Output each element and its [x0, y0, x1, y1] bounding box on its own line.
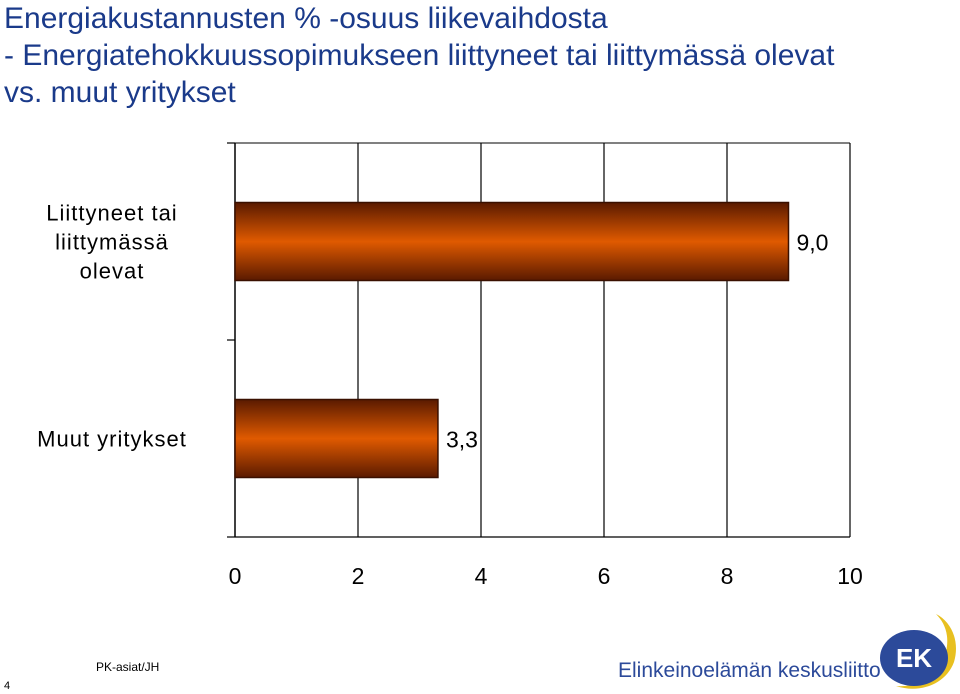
page-number: 4: [4, 680, 11, 692]
title-line-3: vs. muut yritykset: [4, 76, 236, 109]
bar: [234, 201, 790, 282]
bar: [234, 398, 439, 479]
bars: [234, 201, 790, 479]
x-tick-label: 0: [229, 563, 242, 589]
category-label: Muut yritykset: [37, 427, 187, 452]
title-line-1: Energiakustannusten % -osuus liikevaihdo…: [4, 2, 608, 35]
x-tick-label: 6: [598, 563, 611, 589]
organization-name: Elinkeinoelämän keskusliitto: [618, 659, 881, 682]
chart-title: Energiakustannusten % -osuus liikevaihdo…: [4, 0, 954, 111]
category-label: liittymässä: [55, 230, 169, 255]
x-tick-label: 2: [352, 563, 365, 589]
labels: 0 2 4 6 8 10 9,0 Liittyneet tai liittymässä oleva…: [37, 201, 863, 590]
x-tick-label: 8: [721, 563, 734, 589]
bar-value-label: 9,0: [797, 230, 829, 256]
bar-value-label: 3,3: [446, 427, 478, 453]
x-tick-label: 4: [475, 563, 488, 589]
title-line-2: - Energiatehokkuussopimukseen liittyneet…: [4, 39, 835, 72]
ek-logo: EK: [880, 614, 956, 689]
logo-text: EK: [896, 643, 932, 673]
x-tick-label: 10: [837, 563, 863, 589]
category-label: olevat: [80, 259, 145, 284]
category-label: Liittyneet tai: [46, 201, 177, 226]
footer-source: PK-asiat/JH: [96, 660, 160, 674]
